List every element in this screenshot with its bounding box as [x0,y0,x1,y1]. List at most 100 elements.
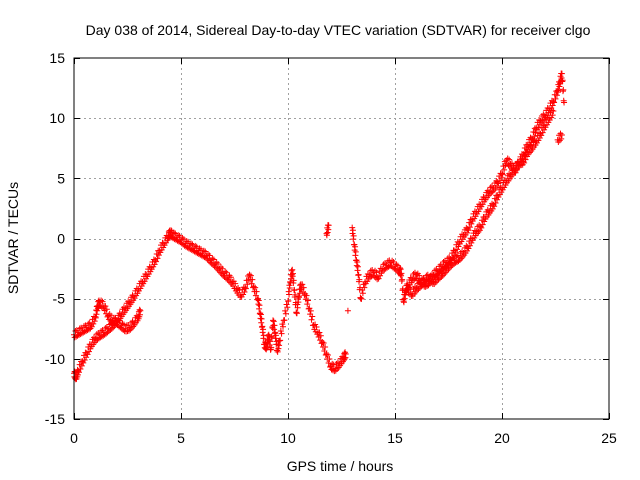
data-point [437,261,444,268]
data-point [397,266,404,273]
y-tick-label: -15 [45,411,65,427]
data-point [349,224,356,231]
data-point [289,270,296,277]
data-point [91,318,98,325]
data-point [317,332,324,339]
data-point [119,320,126,327]
data-point [90,320,97,327]
data-point [411,276,418,283]
data-point [80,359,87,366]
x-tick-label: 15 [387,430,403,446]
data-point [510,164,517,171]
data-point [120,304,127,311]
data-point [210,256,217,263]
data-point [446,259,453,266]
data-point [258,315,265,322]
data-point [299,281,306,288]
data-point [278,330,285,337]
y-tick-label: -10 [45,351,65,367]
data-point [241,289,248,296]
data-point [286,285,293,292]
data-point [88,323,95,330]
data-point [286,291,293,298]
data-point [108,325,115,332]
data-point [349,227,356,234]
data-point [324,352,331,359]
data-point [549,112,556,119]
data-point [359,290,366,297]
data-point [453,253,460,260]
data-point [206,252,213,259]
data-point [255,297,262,304]
data-point [466,242,473,249]
data-point [196,245,203,252]
data-point [550,107,557,114]
data-point [153,258,160,265]
data-point [307,307,314,314]
data-point [559,77,566,84]
data-point [341,355,348,362]
data-point [487,184,494,191]
data-point [413,271,420,278]
data-point [561,99,568,106]
data-point [350,232,357,239]
data-point [309,313,316,320]
data-point [232,280,239,287]
data-point [361,284,368,291]
data-point [272,329,279,336]
data-point [375,275,382,282]
data-point [404,281,411,288]
x-tick-label: 25 [601,430,617,446]
data-point [324,229,331,236]
data-point [558,132,565,139]
data-point [294,304,301,311]
data-point [252,284,259,291]
data-point [341,350,348,357]
data-point [380,261,387,268]
data-point [84,351,91,358]
data-point [433,272,440,279]
data-point [253,288,260,295]
data-point [291,287,298,294]
data-point [491,203,498,210]
data-point [200,247,207,254]
data-point [484,206,491,213]
data-point [249,276,256,283]
data-point [434,277,441,284]
data-point [468,239,475,246]
data-point [494,196,501,203]
data-point [215,260,222,267]
data-point [116,310,123,317]
data-point [558,70,565,77]
data-point [285,297,292,304]
data-point [355,271,362,278]
data-point [85,326,92,333]
data-point [431,267,438,274]
data-point [398,270,405,277]
data-point [554,89,561,96]
data-point [90,334,97,341]
data-point [465,245,472,252]
data-point [308,316,315,323]
data-point [464,229,471,236]
data-point [282,307,289,314]
data-point [553,92,560,99]
data-point [416,272,423,279]
data-point [223,269,230,276]
data-point [246,271,253,278]
data-point [352,248,359,255]
data-point [446,264,453,271]
data-point [499,171,506,178]
data-point [136,306,143,313]
data-point [407,274,414,281]
data-point [93,331,100,338]
data-point [478,224,485,231]
data-point [323,232,330,239]
data-point [326,356,333,363]
data-point [342,351,349,358]
data-point [107,326,114,333]
data-point [222,268,229,275]
chart-title: Day 038 of 2014, Sidereal Day-to-day VTE… [86,22,591,38]
data-point [548,107,555,114]
data-point [373,269,380,276]
